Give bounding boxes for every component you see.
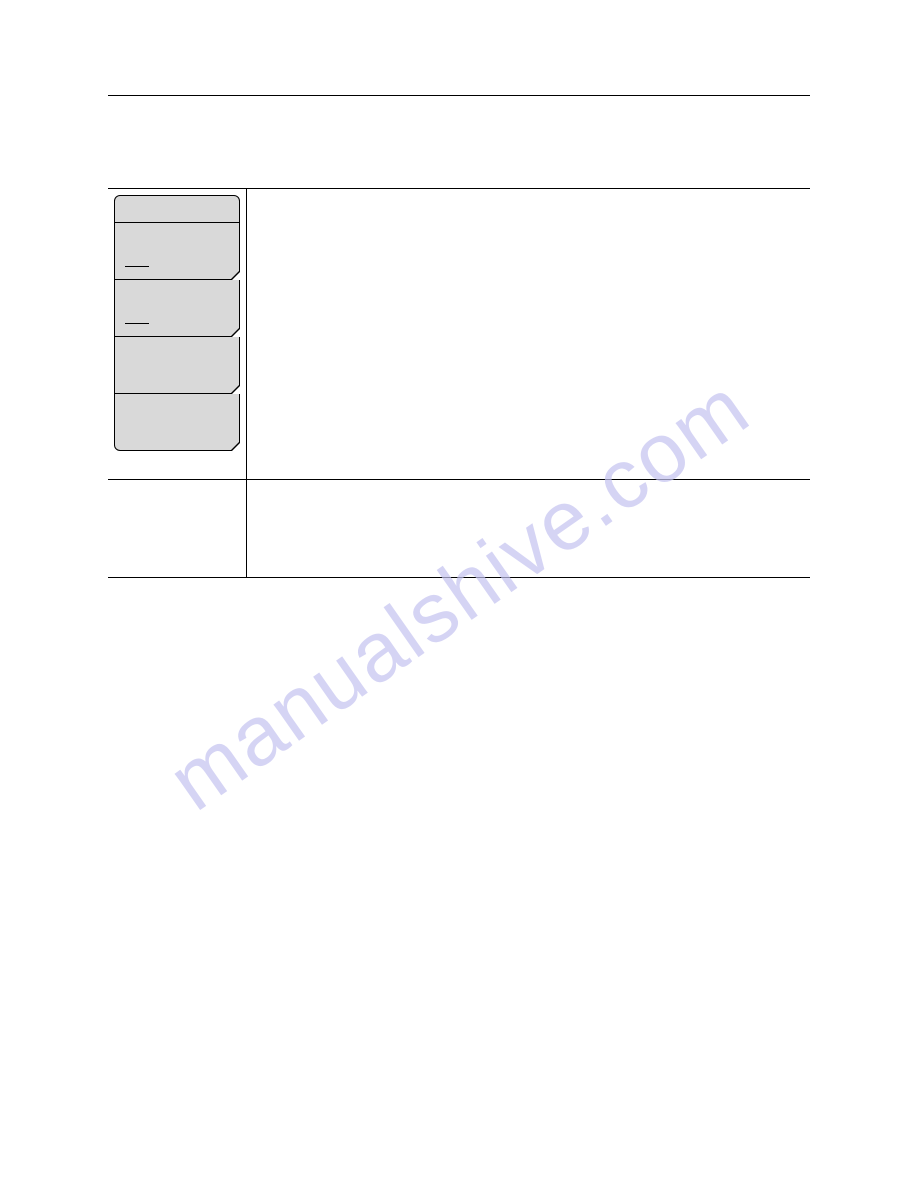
corner-fold-icon: [233, 330, 239, 336]
dash-line: [125, 323, 149, 324]
box-stack: [114, 195, 240, 451]
header-rule: [108, 95, 810, 96]
corner-fold-icon: [233, 273, 239, 279]
content-bottom-rule: [108, 577, 810, 578]
content-area: [108, 189, 810, 577]
main-column: [247, 189, 810, 577]
box-item-3: [114, 337, 240, 394]
corner-fold-icon: [233, 444, 239, 450]
sidebar-column: [108, 189, 246, 577]
corner-fold-icon: [233, 387, 239, 393]
box-item-4: [114, 394, 240, 451]
box-header: [114, 195, 240, 223]
dash-line: [125, 266, 149, 267]
box-item-2: [114, 280, 240, 337]
box-item-1: [114, 223, 240, 280]
footer-rule: [108, 479, 810, 480]
page-container: [0, 0, 918, 578]
